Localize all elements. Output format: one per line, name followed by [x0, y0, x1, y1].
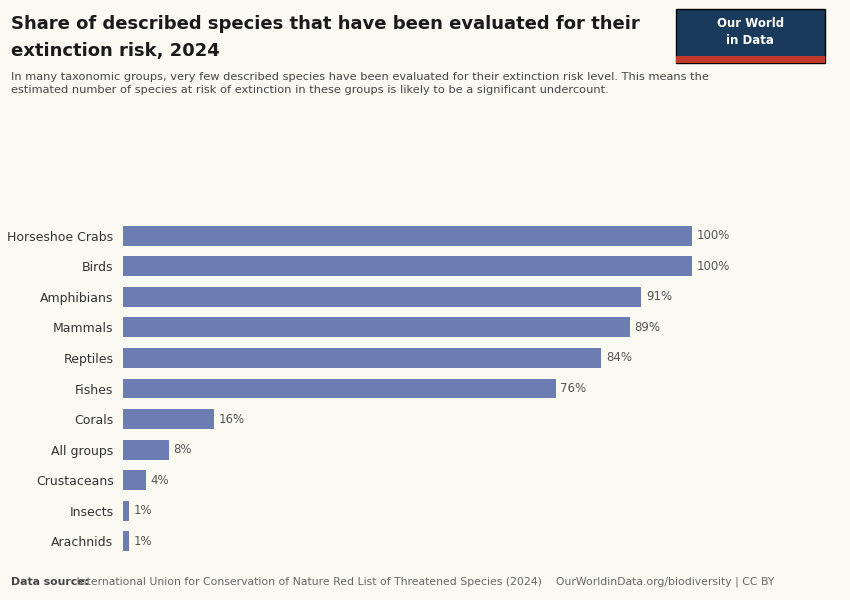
Bar [123, 501, 129, 521]
Text: 1%: 1% [133, 504, 152, 517]
FancyBboxPatch shape [676, 9, 824, 63]
Bar [123, 470, 146, 490]
Text: 4%: 4% [150, 473, 169, 487]
Text: 16%: 16% [218, 413, 245, 425]
Text: Share of described species that have been evaluated for their: Share of described species that have bee… [11, 15, 640, 33]
Bar [123, 531, 129, 551]
Bar [123, 409, 214, 429]
Text: International Union for Conservation of Nature Red List of Threatened Species (2: International Union for Conservation of … [73, 576, 774, 587]
Bar [123, 256, 693, 276]
Text: extinction risk, 2024: extinction risk, 2024 [11, 42, 220, 60]
Bar [123, 348, 601, 368]
Text: Data source:: Data source: [11, 577, 89, 587]
Text: 8%: 8% [173, 443, 192, 456]
Bar [123, 379, 556, 398]
Text: Our World: Our World [717, 17, 784, 30]
Text: in Data: in Data [726, 34, 774, 47]
Bar [676, 56, 824, 63]
Text: 100%: 100% [697, 229, 730, 242]
Text: 89%: 89% [634, 321, 660, 334]
Bar [123, 440, 169, 460]
Text: 1%: 1% [133, 535, 152, 548]
Bar [123, 226, 693, 246]
Text: 91%: 91% [646, 290, 672, 304]
Text: 76%: 76% [560, 382, 586, 395]
Text: 100%: 100% [697, 260, 730, 273]
Bar [123, 287, 641, 307]
Text: In many taxonomic groups, very few described species have been evaluated for the: In many taxonomic groups, very few descr… [11, 72, 709, 95]
Text: 84%: 84% [606, 352, 632, 364]
Bar [123, 317, 630, 337]
